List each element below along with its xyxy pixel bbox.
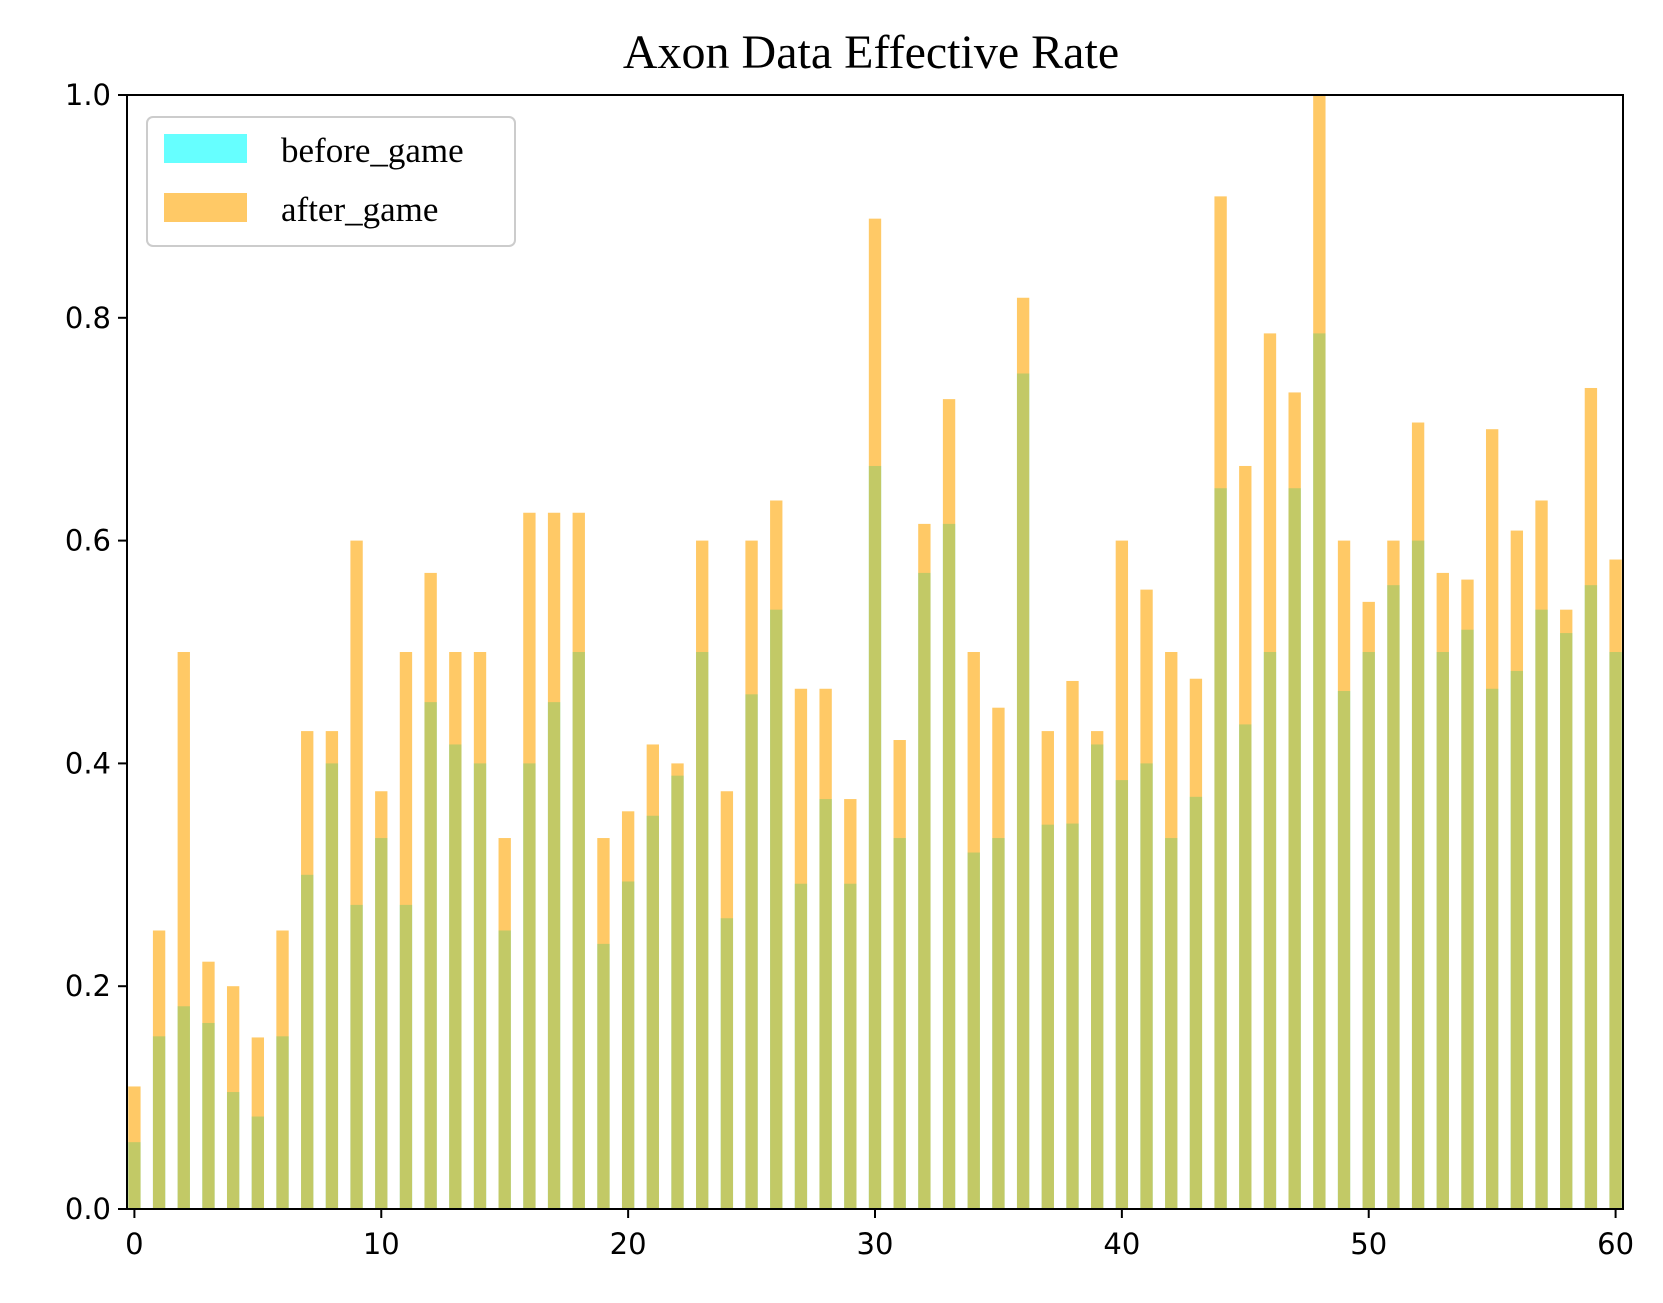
bar-after-game-9: [350, 540, 363, 1209]
bar-after-game-47: [1288, 392, 1301, 1209]
bar-after-game-3: [202, 961, 215, 1209]
x-tick-label: 50: [1350, 1227, 1387, 1261]
legend: before_game after_game: [146, 116, 516, 247]
bar-after-game-23: [696, 540, 709, 1209]
bar-after-game-53: [1436, 572, 1449, 1209]
bar-after-game-44: [1214, 196, 1227, 1209]
bar-after-game-15: [498, 838, 511, 1209]
bar-after-game-59: [1584, 387, 1598, 1209]
chart-title: Axon Data Effective Rate: [623, 26, 1119, 79]
axes-layer: 0 10 20 30 40 50 60 0.0 0.2 0.4 0.6 0.8 1.0: [65, 78, 1634, 1261]
bar-after-game-20: [621, 811, 635, 1209]
bar-after-game-32: [918, 523, 931, 1209]
x-tick-label: 0: [125, 1227, 143, 1261]
bar-after-game-22: [671, 763, 684, 1209]
series-after-game: [128, 95, 1622, 1210]
bar-after-game-41: [1140, 589, 1153, 1209]
bar-after-game-51: [1387, 540, 1400, 1209]
bar-after-game-25: [745, 540, 758, 1209]
bar-after-game-55: [1485, 429, 1499, 1209]
bar-after-game-0: [128, 1086, 141, 1209]
y-tick-label: 0.6: [65, 524, 111, 558]
bar-after-game-11: [399, 652, 413, 1209]
bar-after-game-12: [424, 572, 437, 1209]
bar-after-game-29: [844, 799, 857, 1209]
bar-after-game-2: [177, 652, 190, 1209]
bar-after-game-30: [868, 218, 882, 1210]
bar-after-game-28: [819, 688, 832, 1209]
bar-after-game-56: [1510, 530, 1524, 1209]
y-tick-label: 0.4: [65, 746, 111, 780]
x-tick-label: 60: [1597, 1227, 1634, 1261]
bar-after-game-48: [1313, 95, 1326, 1209]
bar-after-game-58: [1560, 609, 1573, 1209]
bar-after-game-24: [720, 791, 734, 1209]
bar-after-game-57: [1535, 500, 1548, 1210]
bar-after-game-18: [572, 512, 585, 1209]
bar-after-game-39: [1091, 731, 1104, 1209]
bar-after-game-14: [473, 652, 487, 1209]
bar-after-game-27: [794, 688, 808, 1209]
bar-after-game-40: [1115, 540, 1129, 1209]
bar-after-game-52: [1411, 422, 1425, 1209]
legend-swatch-before-game: [164, 134, 247, 163]
bar-after-game-4: [226, 986, 240, 1209]
y-tick-label: 1.0: [65, 78, 111, 112]
bar-after-game-46: [1263, 333, 1277, 1209]
bar-after-game-13: [449, 652, 462, 1209]
bar-after-game-54: [1461, 579, 1474, 1209]
x-tick-label: 10: [363, 1227, 400, 1261]
bar-after-game-6: [276, 930, 289, 1209]
legend-swatch-after-game: [164, 193, 247, 222]
bar-after-game-1: [152, 930, 166, 1209]
x-tick-label: 20: [610, 1227, 647, 1261]
bar-after-game-49: [1337, 540, 1351, 1209]
bar-after-game-35: [992, 707, 1005, 1209]
legend-label-before-game: before_game: [281, 131, 464, 170]
bar-after-game-45: [1239, 465, 1252, 1209]
bar-after-game-42: [1165, 652, 1178, 1209]
bar-after-game-16: [523, 512, 536, 1209]
bar-after-game-26: [770, 500, 783, 1210]
bar-after-game-8: [325, 731, 339, 1209]
bars-layer: [128, 95, 1622, 1210]
y-tick-label: 0.2: [65, 969, 111, 1003]
y-tick-label: 0.8: [65, 301, 111, 335]
bar-after-game-33: [942, 399, 956, 1209]
x-tick-label: 30: [857, 1227, 894, 1261]
bar-after-game-7: [301, 731, 314, 1209]
bar-after-game-37: [1041, 731, 1054, 1209]
bar-after-game-31: [893, 740, 906, 1209]
bar-after-game-34: [967, 652, 980, 1209]
bar-after-game-17: [547, 512, 561, 1209]
bar-after-game-50: [1362, 601, 1375, 1209]
bar-after-game-43: [1189, 678, 1203, 1209]
y-tick-label: 0.0: [65, 1192, 111, 1226]
bar-after-game-60: [1609, 559, 1622, 1209]
bar-after-game-38: [1066, 680, 1079, 1209]
bar-after-game-36: [1016, 297, 1030, 1209]
bar-after-game-5: [251, 1037, 265, 1209]
x-tick-label: 40: [1103, 1227, 1140, 1261]
legend-label-after-game: after_game: [281, 190, 438, 229]
bar-after-game-21: [646, 744, 659, 1209]
bar-after-game-10: [375, 791, 388, 1209]
bar-after-game-19: [597, 838, 610, 1209]
